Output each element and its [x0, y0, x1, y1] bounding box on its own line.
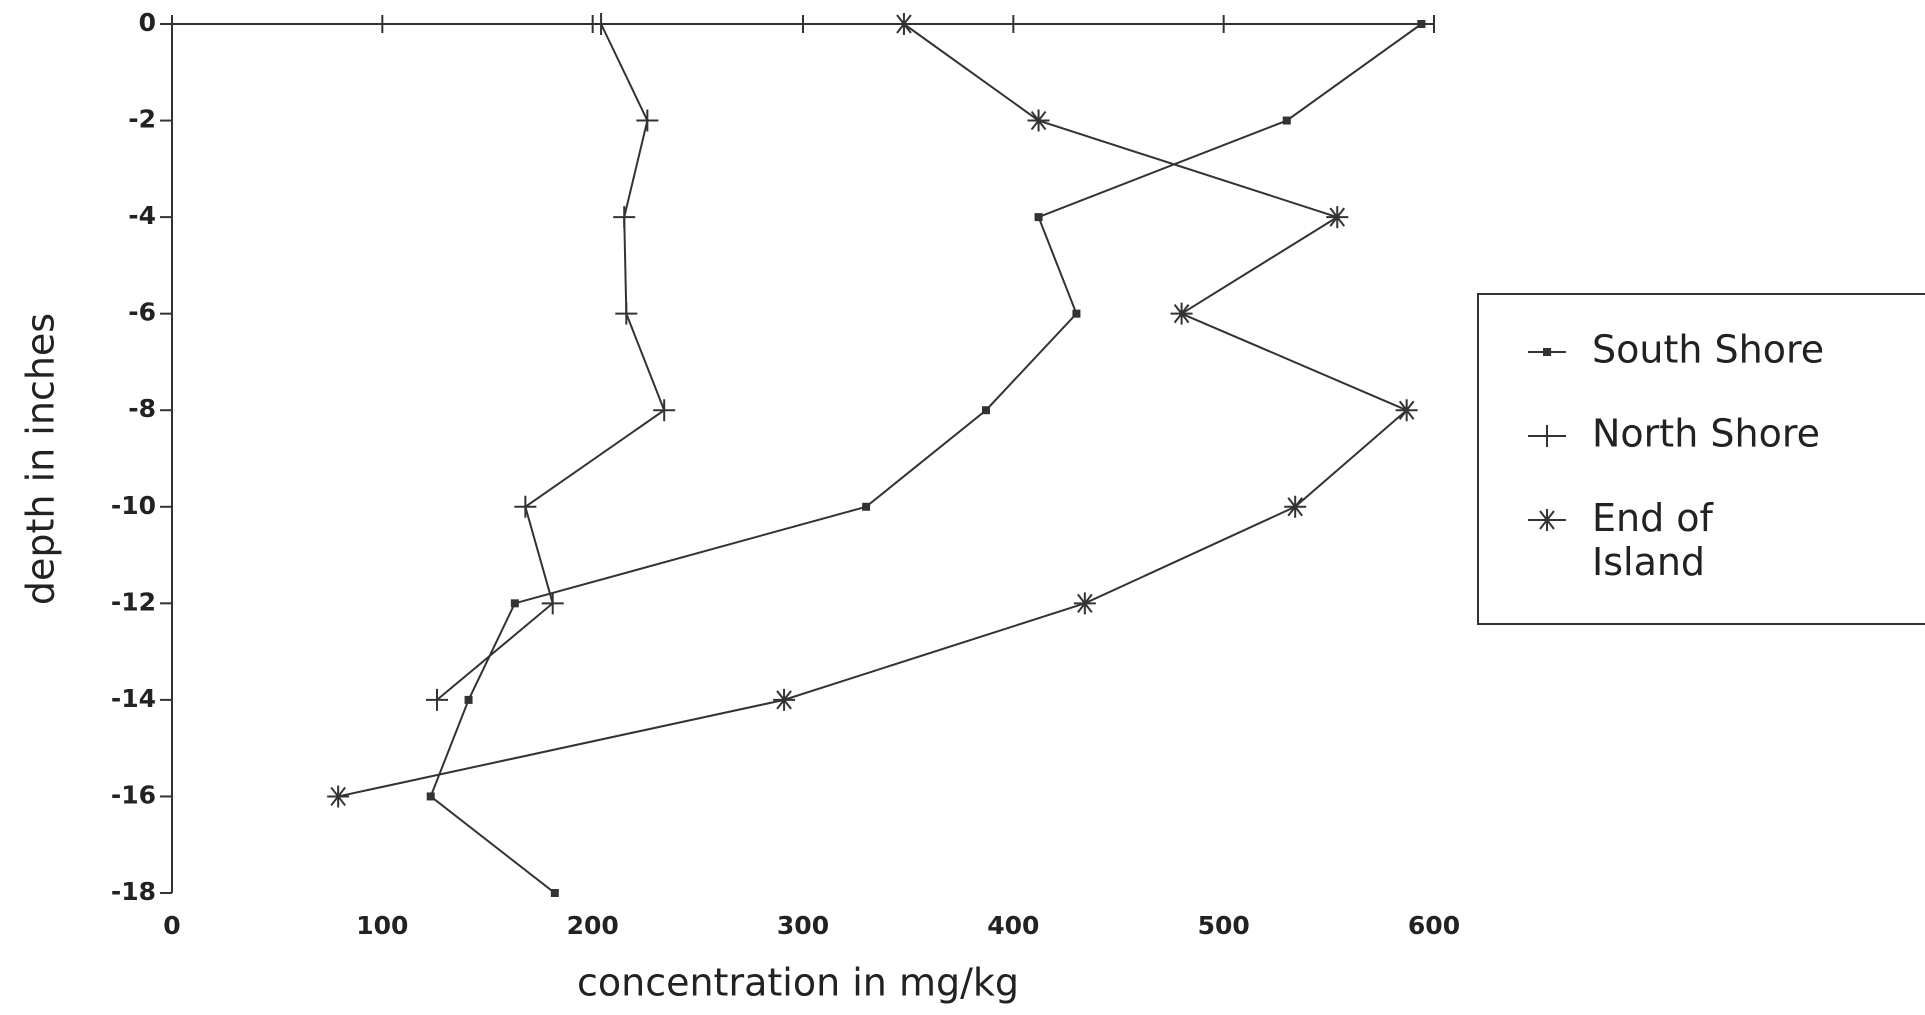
marker-asterisk — [892, 13, 915, 35]
y-tick-label: -8 — [128, 394, 156, 423]
marker-plus — [1536, 425, 1558, 447]
marker-square — [426, 792, 435, 801]
x-tick-label: 500 — [1198, 911, 1250, 940]
marker-asterisk — [1073, 592, 1096, 615]
series-line — [429, 23, 1422, 894]
y-tick-label: -6 — [128, 298, 156, 327]
legend-label: End of Island — [1592, 496, 1715, 584]
marker-asterisk — [1326, 206, 1349, 229]
marker-square — [550, 889, 559, 897]
marker-square — [1282, 116, 1291, 125]
marker-asterisk — [1170, 302, 1193, 325]
marker-asterisk — [1395, 399, 1418, 422]
x-tick-label: 300 — [777, 911, 829, 940]
legend-box — [1477, 293, 1925, 625]
marker-plus — [514, 495, 537, 518]
y-tick-label: -2 — [128, 105, 156, 134]
marker-asterisk — [773, 688, 796, 711]
marker-plus — [541, 592, 564, 615]
legend-label: South Shore — [1592, 328, 1824, 372]
y-tick-label: -4 — [128, 201, 156, 230]
y-tick-label: -14 — [111, 684, 156, 713]
series-line — [337, 23, 1409, 798]
x-tick-label: 400 — [987, 911, 1039, 940]
x-axis-label: concentration in mg/kg — [577, 961, 1019, 1005]
marker-square — [1417, 20, 1426, 28]
marker-asterisk — [1536, 509, 1558, 531]
marker-asterisk — [1027, 109, 1050, 132]
marker-square — [464, 695, 473, 704]
marker-asterisk — [1284, 495, 1307, 518]
marker-plus — [653, 399, 676, 422]
marker-square — [1072, 309, 1081, 318]
x-tick-label: 600 — [1408, 911, 1460, 940]
y-tick-label: -18 — [111, 877, 156, 906]
marker-square — [1543, 348, 1551, 356]
x-tick-label: 0 — [163, 911, 180, 940]
marker-plus — [636, 109, 659, 132]
marker-asterisk — [327, 785, 350, 808]
y-tick-label: -10 — [111, 491, 156, 520]
series-line — [436, 23, 666, 701]
x-tick-label: 100 — [356, 911, 408, 940]
x-tick-label: 200 — [567, 911, 619, 940]
marker-square — [510, 599, 519, 608]
marker-plus — [426, 688, 449, 711]
y-axis-label: depth in inches — [19, 313, 63, 605]
legend-label: North Shore — [1592, 412, 1820, 456]
y-tick-label: -12 — [111, 587, 156, 616]
y-tick-label: 0 — [139, 8, 156, 37]
marker-square — [862, 502, 871, 511]
y-tick-label: -16 — [111, 780, 156, 809]
marker-plus — [590, 13, 613, 35]
marker-square — [1034, 213, 1043, 222]
marker-plus — [613, 206, 636, 229]
marker-square — [981, 406, 990, 415]
marker-plus — [615, 302, 638, 325]
